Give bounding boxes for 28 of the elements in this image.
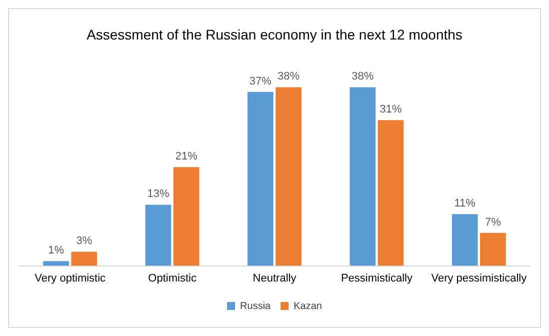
bar xyxy=(480,232,506,266)
data-label: 3% xyxy=(76,235,92,248)
x-tick-label: Neutrally xyxy=(252,272,297,284)
bar xyxy=(43,261,69,266)
data-label: 37% xyxy=(249,75,272,88)
data-label: 13% xyxy=(147,188,170,200)
data-label: 11% xyxy=(454,198,476,210)
chart-title: Assessment of the Russian economy in the next 12 moonths xyxy=(86,26,462,42)
x-tick-label: Pessimistically xyxy=(340,272,413,284)
data-label: 7% xyxy=(485,216,502,228)
bar xyxy=(350,87,376,266)
data-label: 21% xyxy=(175,150,198,163)
x-tick-label: Very pessimistically xyxy=(431,272,528,284)
bar xyxy=(248,92,274,266)
bar xyxy=(71,252,98,266)
data-label: 1% xyxy=(48,244,64,257)
x-tick-label: Very optimistic xyxy=(34,272,106,284)
bar xyxy=(378,120,404,266)
x-tick-label: Optimistic xyxy=(148,272,197,284)
data-label: 38% xyxy=(278,70,300,83)
bar xyxy=(276,87,302,266)
data-label: 38% xyxy=(352,70,374,83)
bar xyxy=(173,167,200,266)
legend-label: Russia xyxy=(240,300,272,312)
bar xyxy=(145,204,172,266)
legend-label: Kazan xyxy=(294,300,322,312)
bar xyxy=(452,214,478,266)
data-label: 31% xyxy=(380,104,402,116)
